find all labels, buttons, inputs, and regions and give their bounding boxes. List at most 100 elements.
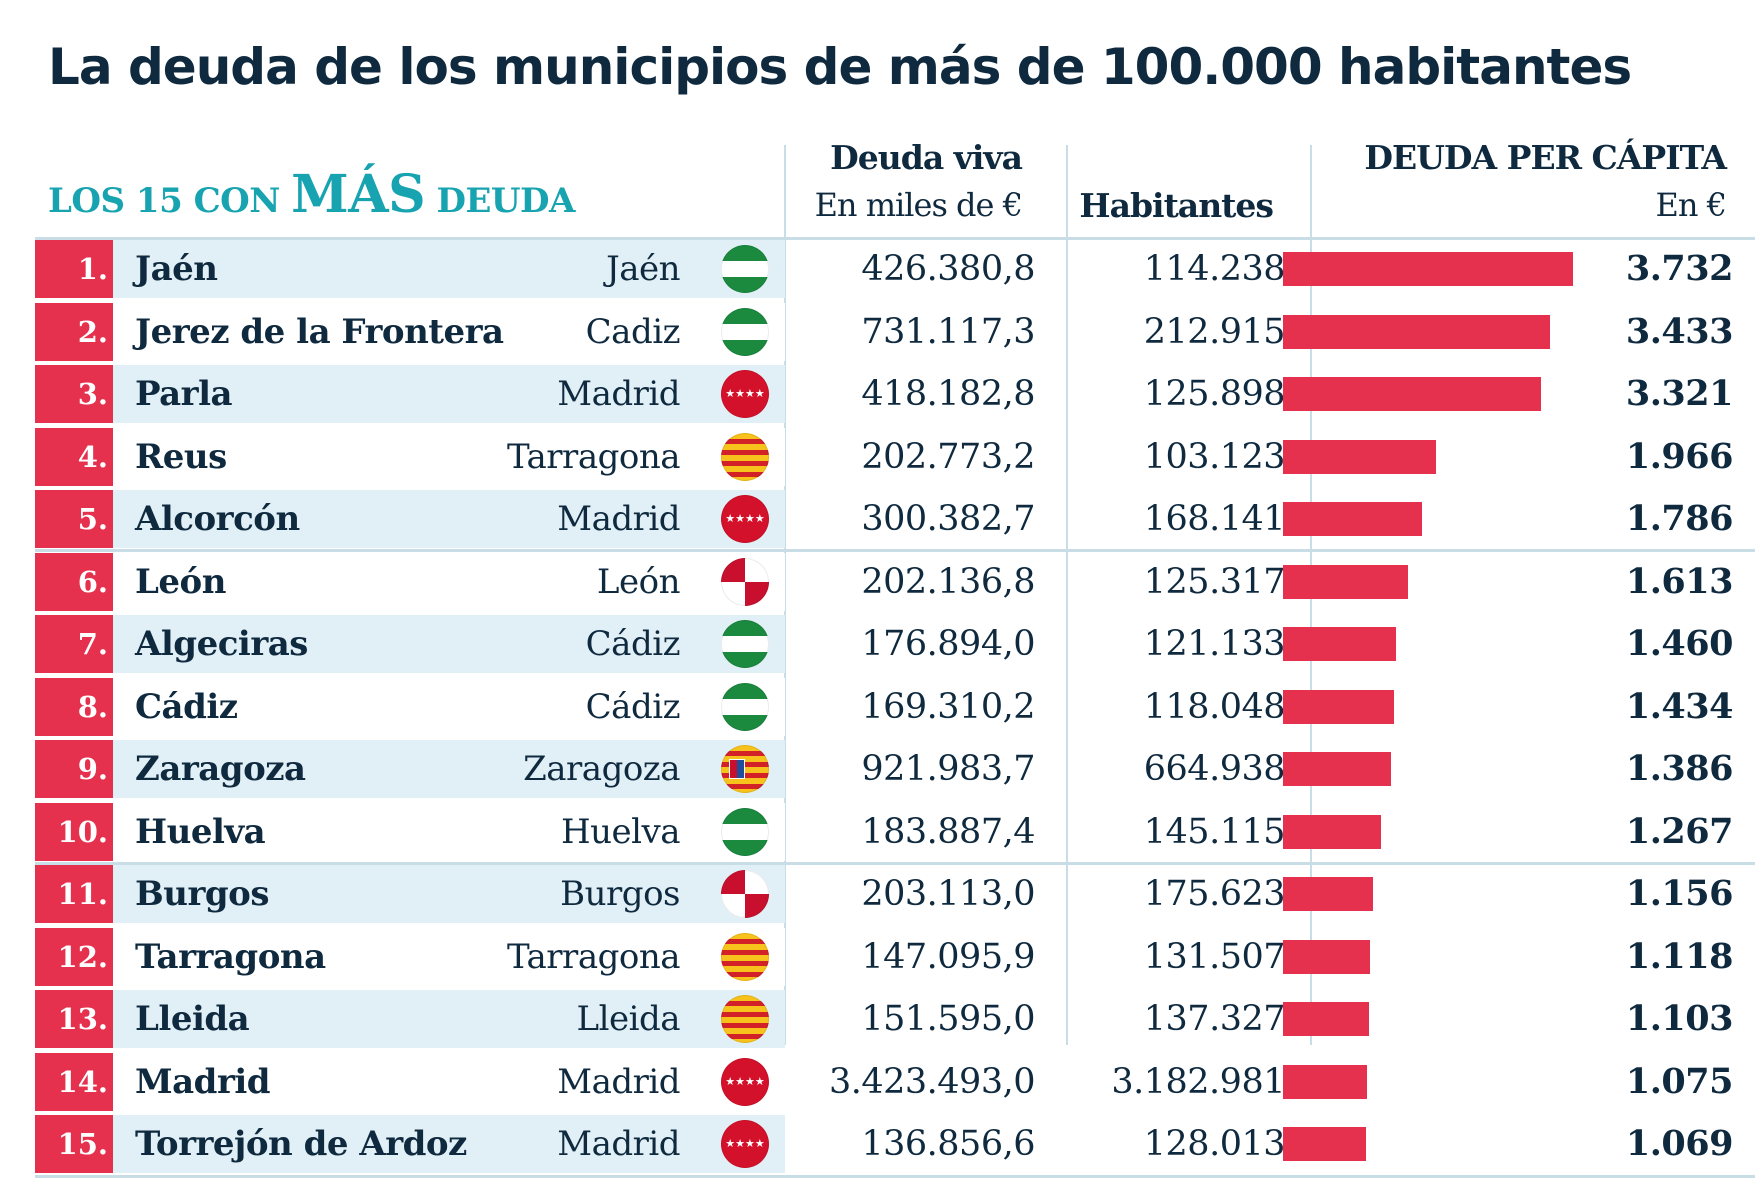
debt-value: 151.595,0 — [861, 999, 1035, 1039]
per-capita-bar — [1283, 627, 1396, 661]
inhabitants-value: 3.182.981 — [1111, 1061, 1285, 1102]
per-capita-value: 3.321 — [1625, 373, 1734, 414]
andalucia-flag-icon — [721, 682, 769, 731]
city-name: Tarragona — [135, 936, 326, 977]
inhabitants-value: 118.048 — [1143, 686, 1286, 727]
andalucia-flag-icon — [721, 245, 769, 293]
per-capita-bar — [1283, 314, 1550, 349]
table-row: 12. Tarragona Tarragona 147.095,9 131.507 1.1… — [35, 927, 1755, 986]
per-capita-value: 1.118 — [1625, 935, 1734, 977]
table-row: 14. Madrid Madrid ★★★★ 3.423.493,0 3.182.981 1… — [35, 1052, 1755, 1111]
province-name: Madrid — [557, 1124, 680, 1164]
per-capita-value: 1.267 — [1625, 810, 1734, 852]
per-capita-bar — [1283, 1064, 1367, 1099]
province-name: León — [596, 561, 681, 602]
per-capita-value: 1.069 — [1625, 1123, 1734, 1164]
row-background — [35, 365, 785, 423]
madrid-flag-icon: ★★★★ — [721, 370, 769, 418]
inhabitants-value: 128.013 — [1143, 1124, 1286, 1164]
castilla-leon-flag-icon — [721, 557, 769, 606]
table-row: 3. Parla Madrid ★★★★ 418.182,8 125.898 3.321 — [35, 365, 1755, 423]
table-row: 6. León León 202.136,8 125.317 1.613 — [35, 552, 1755, 611]
catalonia-flag-icon — [721, 995, 769, 1043]
rank-label: 6. — [35, 552, 113, 611]
table-row: 15. Torrejón de Ardoz Madrid ★★★★ 136.856,6 1… — [35, 1115, 1755, 1173]
rank-label: 10. — [35, 802, 113, 861]
row-background — [35, 615, 785, 673]
aragon-flag-icon — [721, 745, 769, 793]
row-background — [35, 1052, 785, 1111]
city-name: León — [135, 561, 226, 602]
inhabitants-value: 212.915 — [1143, 311, 1286, 352]
table-row: 5. Alcorcón Madrid ★★★★ 300.382,7 168.141 1.78… — [35, 490, 1755, 548]
inhabitants-value: 168.141 — [1143, 499, 1286, 539]
per-capita-bar — [1283, 814, 1381, 849]
castilla-leon-flag-icon — [721, 870, 769, 918]
per-capita-value: 1.156 — [1625, 873, 1734, 914]
debt-value: 202.136,8 — [861, 561, 1035, 602]
debt-value: 147.095,9 — [861, 936, 1035, 977]
aragon-shield-icon — [729, 759, 745, 779]
city-name: Burgos — [135, 874, 269, 914]
province-name: Zaragoza — [523, 749, 680, 789]
row-background — [35, 552, 785, 611]
row-background — [35, 677, 785, 736]
per-capita-value: 1.103 — [1625, 998, 1734, 1039]
group-rule-1 — [35, 549, 1755, 552]
row-background — [35, 240, 785, 298]
per-capita-bar — [1283, 752, 1391, 786]
debt-value: 136.856,6 — [861, 1124, 1035, 1164]
per-capita-value: 1.075 — [1625, 1060, 1734, 1102]
catalonia-flag-icon — [721, 932, 769, 981]
inhabitants-value: 137.327 — [1143, 999, 1286, 1039]
table-row: 1. Jaén Jaén 426.380,8 114.238 3.732 — [35, 240, 1755, 298]
rank-label: 2. — [35, 302, 113, 361]
debt-value: 169.310,2 — [861, 686, 1035, 727]
madrid-flag-icon: ★★★★ — [721, 495, 769, 543]
inhabitants-value: 114.238 — [1143, 249, 1286, 289]
per-capita-value: 1.786 — [1625, 498, 1734, 539]
madrid-flag-icon: ★★★★ — [721, 1057, 769, 1106]
inhabitants-value: 131.507 — [1143, 936, 1286, 977]
table-row: 7. Algeciras Cádiz 176.894,0 121.133 1.460 — [35, 615, 1755, 673]
per-capita-bar — [1283, 439, 1436, 474]
rank-label: 12. — [35, 927, 113, 986]
city-name: Jaén — [135, 249, 218, 289]
table-row: 4. Reus Tarragona 202.773,2 103.123 1.966 — [35, 427, 1755, 486]
group-rule-2 — [35, 862, 1755, 865]
rank-label: 5. — [35, 490, 113, 548]
subtitle: LOS 15 CON MÁS DEUDA — [48, 164, 575, 225]
debt-value: 203.113,0 — [861, 874, 1035, 914]
per-capita-value: 1.460 — [1625, 623, 1734, 664]
divider-debt — [784, 145, 786, 1045]
andalucia-flag-icon — [721, 307, 769, 356]
city-name: Parla — [135, 374, 233, 414]
per-capita-value: 1.386 — [1625, 748, 1734, 789]
debt-value: 300.382,7 — [861, 499, 1035, 539]
table-row: 8. Cádiz Cádiz 169.310,2 118.048 1.434 — [35, 677, 1755, 736]
rank-label: 4. — [35, 427, 113, 486]
per-capita-value: 1.434 — [1625, 685, 1734, 727]
rank-label: 14. — [35, 1052, 113, 1111]
province-name: Tarragona — [507, 436, 681, 477]
debt-value: 731.117,3 — [861, 311, 1035, 352]
city-name: Alcorcón — [135, 499, 300, 539]
inhabitants-value: 125.898 — [1143, 374, 1286, 414]
row-background — [35, 427, 785, 486]
province-name: Jaén — [606, 249, 680, 289]
debt-value: 183.887,4 — [861, 811, 1035, 852]
andalucia-flag-icon — [721, 620, 769, 668]
andalucia-flag-icon — [721, 807, 769, 856]
row-background — [35, 865, 785, 923]
header-inhabitants: Habitantes — [1079, 186, 1274, 225]
city-name: Madrid — [135, 1061, 271, 1102]
city-name: Lleida — [135, 999, 250, 1039]
header-per-capita-unit: En € — [1655, 186, 1727, 224]
debt-value: 3.423.493,0 — [828, 1061, 1036, 1102]
inhabitants-value: 145.115 — [1143, 811, 1286, 852]
province-name: Madrid — [557, 499, 680, 539]
chart-title: La deuda de los municipios de más de 100… — [48, 38, 1632, 96]
per-capita-value: 1.613 — [1625, 560, 1734, 602]
row-background — [35, 990, 785, 1048]
province-name: Tarragona — [507, 936, 681, 977]
